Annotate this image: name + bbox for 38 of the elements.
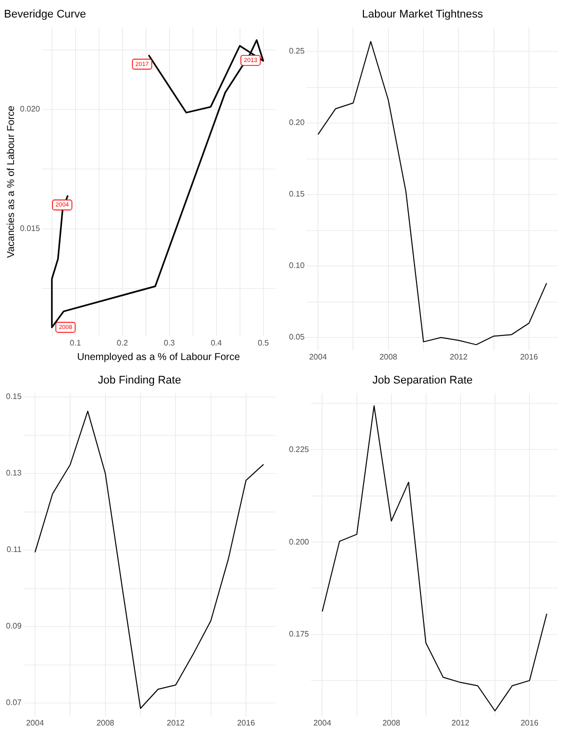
y-tick-label: 0.200	[288, 537, 310, 546]
x-tick-label: 0.2	[116, 338, 128, 348]
x-tick-label: 2008	[379, 352, 398, 362]
y-tick-label: 0.175	[288, 630, 310, 639]
y-tick-label: 0.15	[6, 392, 22, 402]
x-tick-label: 2004	[26, 718, 44, 728]
y-tick-label: 0.015	[20, 224, 41, 234]
x-tick-label: 2016	[520, 718, 539, 728]
chart-title: Labour Market Tightness	[362, 8, 484, 21]
y-tick-label: 0.10	[288, 261, 306, 270]
x-tick-label: 0.4	[210, 338, 222, 348]
y-tick-label: 0.09	[6, 622, 22, 631]
y-tick-label: 0.25	[288, 46, 306, 56]
y-tick-label: 0.020	[20, 104, 41, 114]
y-tick-label: 0.225	[288, 444, 310, 454]
x-tick-label: 0.1	[70, 338, 82, 348]
x-axis-title: Unemployed as a % of Labour Force	[77, 352, 240, 363]
chart-title: Beveridge Curve	[4, 8, 86, 21]
x-tick-label: 2008	[382, 718, 401, 728]
chart-title: Job Separation Rate	[372, 374, 473, 387]
x-tick-label: 0.5	[258, 338, 270, 348]
x-tick-label: 2012	[450, 352, 468, 362]
y-tick-label: 0.07	[6, 698, 22, 708]
y-axis-title: Vacancies as a % of Labour Force	[6, 105, 17, 258]
x-tick-label: 0.3	[164, 338, 176, 348]
x-tick-label: 2008	[96, 718, 115, 728]
x-tick-label: 2012	[452, 718, 470, 728]
x-tick-label: 2016	[520, 352, 538, 362]
y-tick-label: 0.15	[288, 190, 306, 199]
y-tick-label: 0.05	[288, 332, 306, 342]
x-tick-label: 2012	[166, 718, 186, 728]
chart-title: Job Finding Rate	[98, 374, 182, 387]
x-tick-label: 2004	[313, 718, 332, 728]
x-tick-label: 2004	[309, 352, 328, 362]
y-tick-label: 0.20	[288, 118, 306, 128]
y-tick-label: 0.11	[6, 545, 22, 554]
x-tick-label: 2016	[237, 718, 256, 728]
y-tick-label: 0.13	[6, 468, 22, 478]
